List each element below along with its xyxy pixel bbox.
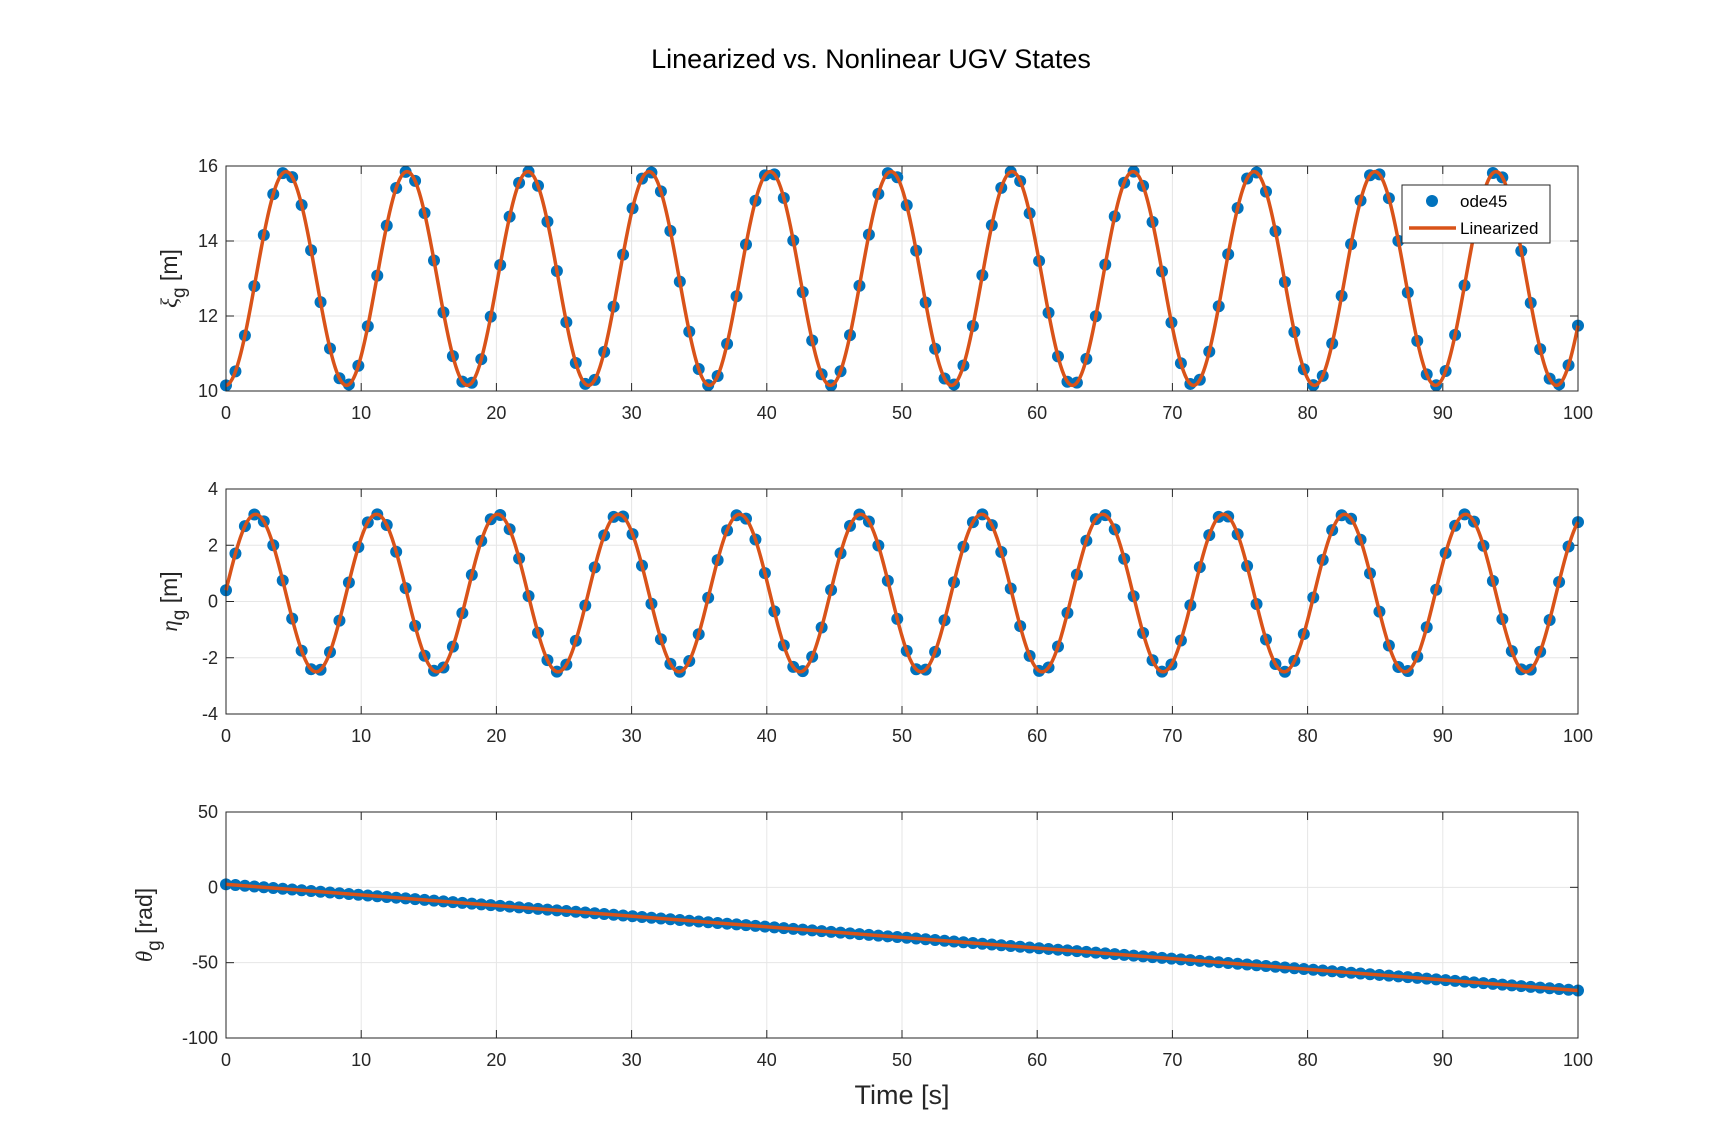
x-tick-label: 60 <box>1027 403 1047 423</box>
y-axis-label-symbol: θ <box>132 951 157 962</box>
x-tick-label: 0 <box>221 726 231 746</box>
linearized-line <box>224 512 1580 674</box>
y-tick-label: -50 <box>192 953 218 973</box>
x-tick-label: 100 <box>1563 726 1593 746</box>
y-tick-label: 16 <box>198 156 218 176</box>
x-axis-label: Time [s] <box>854 1080 949 1110</box>
y-tick-label: 12 <box>198 306 218 326</box>
y-axis-label-unit: [m] <box>156 571 182 609</box>
eta-subplot: 0 10 20 30 40 50 60 70 80 90 100 -4 -2 0 2 4 ηg [m] <box>156 479 1593 746</box>
x-tick-label: 10 <box>351 1050 371 1070</box>
y-axis-label-unit: [rad] <box>131 888 157 940</box>
y-tick-label: 0 <box>208 877 218 897</box>
x-tick-label: 100 <box>1563 403 1593 423</box>
y-tick-label: 0 <box>208 592 218 612</box>
y-axis-label-subscript: g <box>169 287 190 298</box>
axes-box <box>225 811 1579 1039</box>
y-tick-label: 2 <box>208 535 218 555</box>
axes-box <box>225 165 1579 392</box>
x-tick-label: 60 <box>1027 1050 1047 1070</box>
legend: ode45 Linearized <box>1401 184 1551 244</box>
y-axis-label: θg [rad] <box>131 888 165 962</box>
x-tick-label: 70 <box>1162 403 1182 423</box>
linearized-line <box>224 882 1580 993</box>
y-axis-label-subscript: g <box>144 940 165 951</box>
legend-ode45-marker <box>1426 195 1438 207</box>
x-tick-label: 80 <box>1298 726 1318 746</box>
y-axis-label-subscript: g <box>169 610 190 621</box>
y-axis-label: ξg [m] <box>156 249 190 308</box>
x-tick-label: 70 <box>1162 1050 1182 1070</box>
x-tick-label: 20 <box>486 1050 506 1070</box>
legend-box <box>1401 184 1551 244</box>
x-tick-label: 40 <box>757 726 777 746</box>
y-tick-label: -100 <box>182 1028 218 1048</box>
axes-box <box>225 488 1579 715</box>
linearized-line <box>224 169 1580 388</box>
x-tick-label: 20 <box>486 403 506 423</box>
y-tick-label: 14 <box>198 231 218 251</box>
x-tick-label: 40 <box>757 1050 777 1070</box>
x-tick-label: 10 <box>351 726 371 746</box>
legend-ode45-label: ode45 <box>1460 192 1507 211</box>
x-tick-label: 30 <box>622 726 642 746</box>
theta-subplot: 0 10 20 30 40 50 60 70 80 90 100 -100 -50 0 50 θg [rad]… <box>131 802 1593 1110</box>
x-tick-label: 70 <box>1162 726 1182 746</box>
y-tick-label: 4 <box>208 479 218 499</box>
x-tick-label: 0 <box>221 403 231 423</box>
y-tick-label: -2 <box>202 648 218 668</box>
figure-title: Linearized vs. Nonlinear UGV States <box>651 44 1091 74</box>
y-axis-label-symbol: η <box>157 620 182 631</box>
y-tick-label: 10 <box>198 381 218 401</box>
x-tick-label: 50 <box>892 1050 912 1070</box>
x-tick-label: 90 <box>1433 1050 1453 1070</box>
x-tick-label: 50 <box>892 726 912 746</box>
legend-linearized-label: Linearized <box>1460 219 1538 238</box>
y-axis-label: ηg [m] <box>156 571 190 631</box>
x-tick-label: 80 <box>1298 403 1318 423</box>
x-tick-label: 0 <box>221 1050 231 1070</box>
x-tick-label: 90 <box>1433 726 1453 746</box>
y-tick-label: 50 <box>198 802 218 822</box>
x-tick-label: 90 <box>1433 403 1453 423</box>
y-tick-label: -4 <box>202 704 218 724</box>
x-tick-label: 100 <box>1563 1050 1593 1070</box>
x-tick-label: 10 <box>351 403 371 423</box>
x-tick-label: 20 <box>486 726 506 746</box>
x-tick-label: 60 <box>1027 726 1047 746</box>
x-tick-label: 30 <box>622 1050 642 1070</box>
x-tick-label: 30 <box>622 403 642 423</box>
y-axis-label-symbol: ξ <box>157 298 182 308</box>
x-tick-label: 80 <box>1298 1050 1318 1070</box>
x-tick-label: 40 <box>757 403 777 423</box>
x-tick-label: 50 <box>892 403 912 423</box>
y-axis-label-unit: [m] <box>156 249 182 287</box>
